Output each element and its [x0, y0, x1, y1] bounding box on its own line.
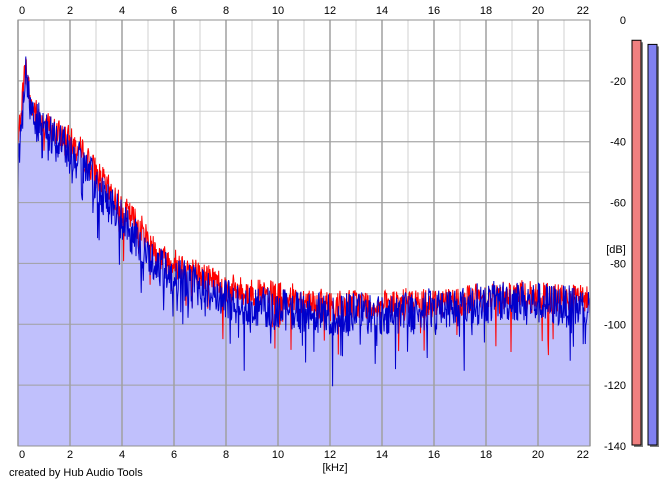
x-tick-label-bottom: 14	[376, 449, 388, 461]
x-tick-label-top: 20	[532, 5, 544, 17]
x-tick-label-top: 14	[376, 5, 388, 17]
spectrum-fill-area	[18, 56, 590, 446]
series-lines	[17, 56, 591, 387]
credit-text: created by Hub Audio Tools	[9, 467, 143, 479]
y-tick-label: 0	[620, 15, 626, 27]
x-tick-label-top: 12	[324, 5, 336, 17]
x-tick-label-bottom: 10	[272, 449, 284, 461]
x-tick-label-bottom: 6	[171, 449, 177, 461]
x-tick-label-top: 4	[119, 5, 125, 17]
x-axis-label: [kHz]	[322, 462, 347, 474]
y-tick-label: -40	[610, 137, 626, 149]
x-tick-label-top: 6	[171, 5, 177, 17]
x-tick-label-bottom: 18	[480, 449, 492, 461]
x-tick-label-bottom: 22	[577, 449, 589, 461]
x-tick-label-top: 2	[67, 5, 73, 17]
y-tick-label: -80	[610, 258, 626, 270]
x-tick-label-top: 16	[428, 5, 440, 17]
x-tick-label-bottom: 12	[324, 449, 336, 461]
x-tick-label-bottom: 0	[19, 449, 25, 461]
x-tick-label-top: 0	[19, 5, 25, 17]
y-tick-label: -60	[610, 198, 626, 210]
series-line-1	[17, 56, 591, 387]
x-tick-label-bottom: 8	[223, 449, 229, 461]
x-tick-label-bottom: 2	[67, 449, 73, 461]
y-tick-labels: 0 -20 -40 -60 -80 -100 -120 -140	[604, 15, 626, 453]
x-tick-label-top: 10	[272, 5, 284, 17]
x-tick-label-bottom: 16	[428, 449, 440, 461]
y-tick-label: -120	[604, 380, 626, 392]
level-meter-right	[647, 43, 658, 446]
y-axis-label: [dB]	[606, 244, 626, 256]
x-tick-label-bottom: 4	[119, 449, 125, 461]
level-meter-left	[631, 39, 642, 446]
level-meters	[631, 39, 659, 447]
x-tick-label-top: 18	[480, 5, 492, 17]
plot-frame	[17, 19, 591, 447]
x-tick-label-bottom: 20	[532, 449, 544, 461]
x-tick-label-top: 8	[223, 5, 229, 17]
x-tick-label-top: 22	[577, 5, 589, 17]
y-tick-label: -100	[604, 319, 626, 331]
y-tick-label: -20	[610, 76, 626, 88]
y-tick-label: -140	[604, 441, 626, 453]
